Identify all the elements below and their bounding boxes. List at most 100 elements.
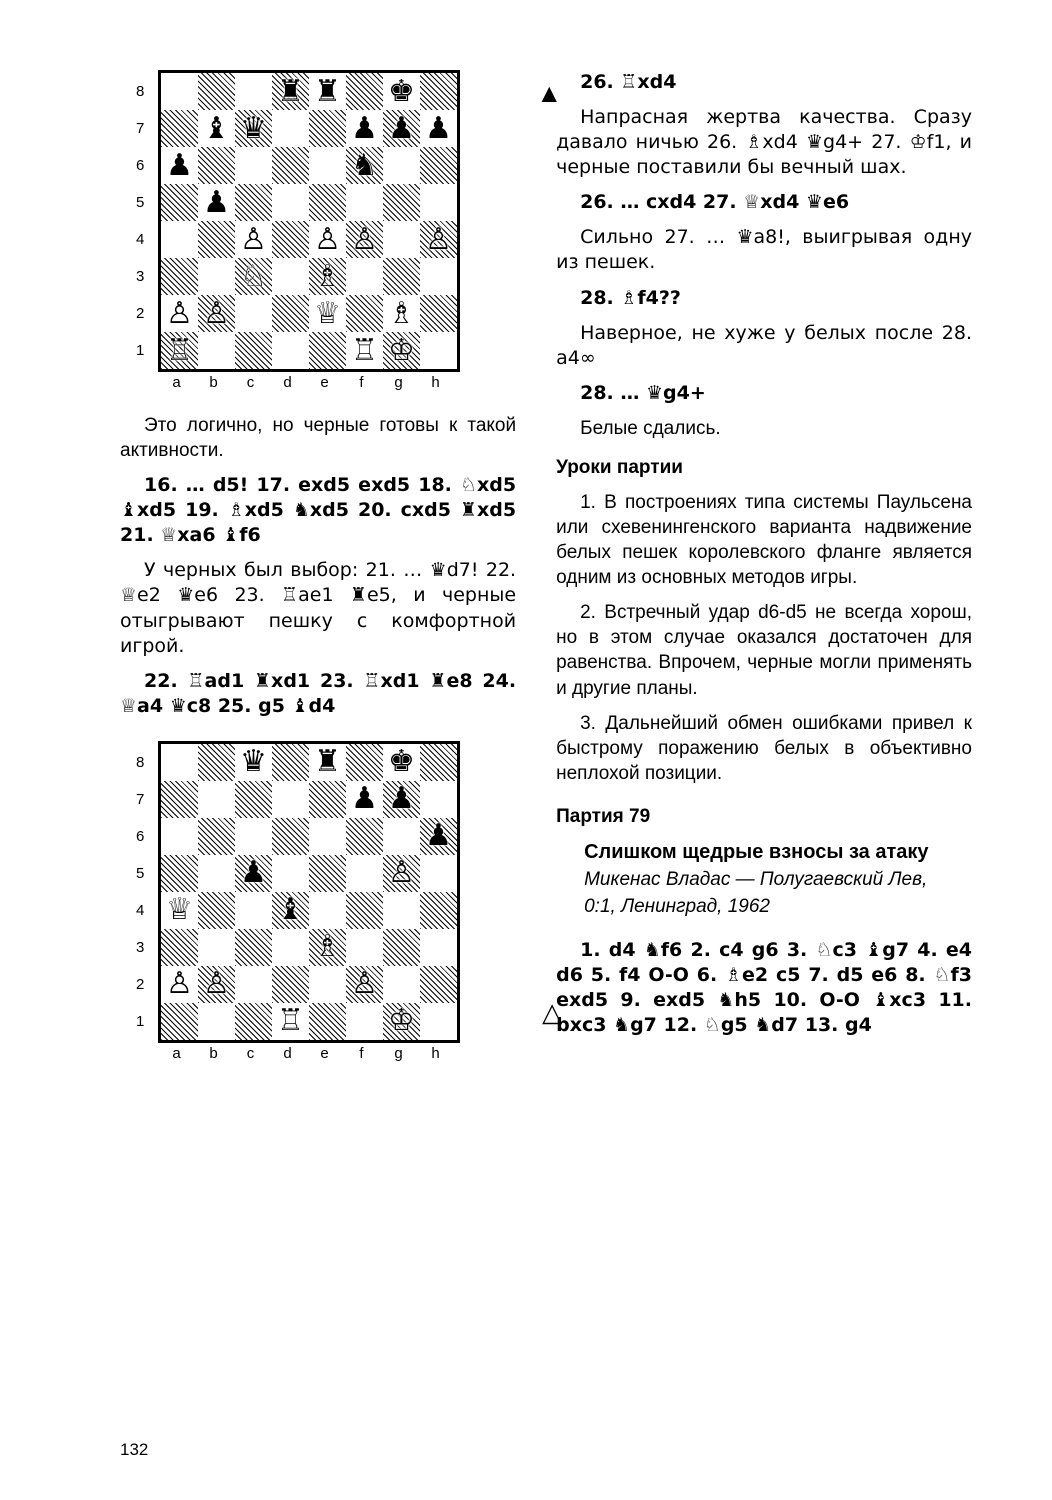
board-square: [198, 781, 235, 818]
chess-piece-icon: ♖: [351, 336, 378, 366]
commentary-text: У черных был выбор: 21. … ♛d7! 22. ♕e2 ♛…: [120, 558, 516, 658]
move-sequence: 22. ♖ad1 ♜xd1 23. ♖xd1 ♜e8 24. ♕a4 ♛c8 2…: [120, 669, 516, 719]
board-square: [198, 221, 235, 258]
board-square: [420, 258, 457, 295]
chess-piece-icon: ♜: [314, 747, 341, 777]
board-square: [420, 147, 457, 184]
chess-piece-icon: ♔: [388, 336, 415, 366]
rank-label: 3: [136, 939, 144, 956]
board-square: ♟: [198, 184, 235, 221]
file-label: e: [306, 374, 343, 391]
board-square: [235, 818, 272, 855]
lessons-heading: Уроки партии: [556, 455, 972, 480]
chess-piece-icon: ♘: [240, 262, 267, 292]
board-square: [235, 295, 272, 332]
board-square: [235, 892, 272, 929]
board-square: ♟: [383, 781, 420, 818]
board-square: [272, 258, 309, 295]
board-square: [235, 929, 272, 966]
file-label: h: [417, 1045, 454, 1062]
board-square: [420, 892, 457, 929]
board-square: ♙: [198, 295, 235, 332]
chess-piece-icon: ♗: [388, 299, 415, 329]
board-square: [161, 184, 198, 221]
board-square: ♜: [309, 73, 346, 110]
board-square: [272, 184, 309, 221]
game-number: Партия 79: [556, 804, 972, 829]
chess-piece-icon: ♗: [314, 932, 341, 962]
file-labels-2: a b c d e f g h: [158, 1045, 454, 1062]
file-label: d: [269, 374, 306, 391]
chess-piece-icon: ♙: [166, 969, 193, 999]
rank-label: 4: [136, 231, 144, 248]
rank-label: 2: [136, 976, 144, 993]
file-label: e: [306, 1045, 343, 1062]
rank-label: 2: [136, 305, 144, 322]
board-square: [420, 184, 457, 221]
board-square: [235, 332, 272, 369]
file-label: g: [380, 374, 417, 391]
board-square: [272, 966, 309, 1003]
board-square: [198, 332, 235, 369]
rank-labels-1: 8 7 6 5 4 3 2 1: [136, 73, 144, 369]
board-square: [161, 258, 198, 295]
board-square: ♙: [420, 221, 457, 258]
move-sequence: 26. ♖xd4: [556, 70, 972, 95]
board-square: [346, 818, 383, 855]
board-square: [420, 781, 457, 818]
board-square: [309, 184, 346, 221]
board-square: [383, 147, 420, 184]
board-square: [235, 147, 272, 184]
rank-label: 6: [136, 157, 144, 174]
chess-piece-icon: ♖: [277, 1006, 304, 1036]
board-square: [309, 110, 346, 147]
rank-label: 8: [136, 754, 144, 771]
chess-piece-icon: ♙: [166, 299, 193, 329]
board-square: ♖: [272, 1003, 309, 1040]
chess-piece-icon: ♟: [203, 188, 230, 218]
board-square: [346, 855, 383, 892]
board-square: ♙: [198, 966, 235, 1003]
rank-label: 1: [136, 1013, 144, 1030]
board-square: [198, 1003, 235, 1040]
board-square: [420, 1003, 457, 1040]
chess-piece-icon: ♚: [388, 747, 415, 777]
chess-piece-icon: ♝: [203, 114, 230, 144]
board-square: [420, 855, 457, 892]
board-square: [198, 892, 235, 929]
rank-label: 1: [136, 342, 144, 359]
board-square: ♟: [161, 147, 198, 184]
board-square: ♜: [309, 744, 346, 781]
board-square: [383, 892, 420, 929]
file-label: f: [343, 1045, 380, 1062]
board-square: [235, 966, 272, 1003]
rank-label: 8: [136, 83, 144, 100]
left-column: 8 7 6 5 4 3 2 1 ♜♜♚♝♛♟♟♟♟♞♟♙♙♙♙♘♗♙♙♕♗♖♖♔…: [120, 70, 516, 1084]
board-square: [272, 147, 309, 184]
board-square: ♝: [198, 110, 235, 147]
move-sequence: 16. … d5! 17. exd5 exd5 18. ♘xd5 ♝xd5 19…: [120, 473, 516, 548]
board-square: [346, 929, 383, 966]
board-square: [272, 781, 309, 818]
chess-piece-icon: ♚: [388, 77, 415, 107]
chess-piece-icon: ♟: [388, 114, 415, 144]
rank-label: 3: [136, 268, 144, 285]
board-square: ♟: [235, 855, 272, 892]
board-square: ♔: [383, 332, 420, 369]
board-square: [346, 73, 383, 110]
chess-piece-icon: ♕: [166, 895, 193, 925]
board-square: [272, 332, 309, 369]
commentary-text: Белые сдались.: [556, 416, 972, 441]
board-square: [198, 73, 235, 110]
board-square: [272, 110, 309, 147]
turn-marker-white-icon: △: [542, 997, 562, 1028]
board-square: [346, 184, 383, 221]
chess-piece-icon: ♙: [314, 225, 341, 255]
board-square: [198, 147, 235, 184]
board-square: [346, 744, 383, 781]
file-label: g: [380, 1045, 417, 1062]
board-square: [235, 184, 272, 221]
board-square: ♕: [309, 295, 346, 332]
board-square: ♛: [235, 744, 272, 781]
board-square: ♟: [420, 818, 457, 855]
